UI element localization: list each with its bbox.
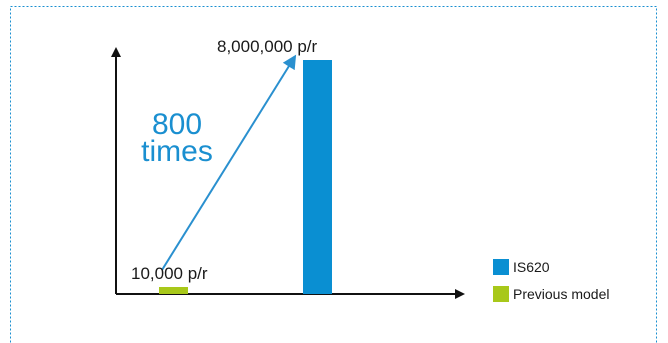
- legend-swatch-previous-model: [493, 286, 509, 302]
- legend-swatch-is620: [493, 259, 509, 275]
- ratio-arrow: [161, 54, 297, 271]
- value-label-is620: 8,000,000 p/r: [217, 37, 318, 56]
- ratio-label-number: 800: [152, 108, 202, 141]
- value-label-previous-model: 10,000 p/r: [131, 264, 208, 283]
- legend-label-previous-model: Previous model: [513, 286, 610, 302]
- legend-label-is620: IS620: [513, 259, 550, 275]
- ratio-label-times: times: [141, 135, 213, 168]
- dotted-frame-border: [10, 6, 657, 343]
- bar-previous-model: [159, 287, 188, 294]
- bar-is620: [303, 60, 332, 294]
